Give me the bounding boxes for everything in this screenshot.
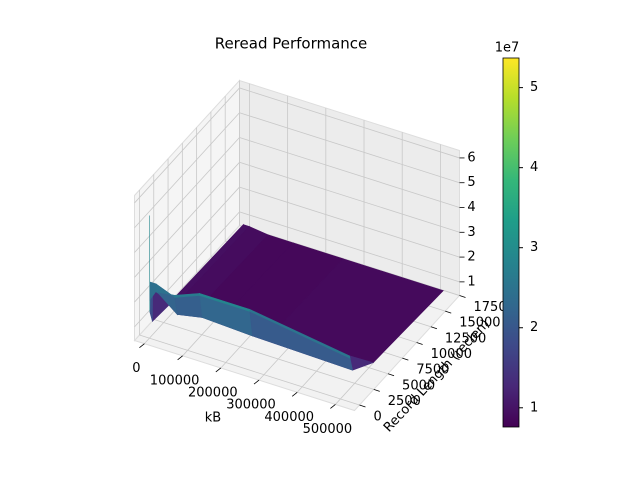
x-tick-label: 500000 <box>303 422 353 437</box>
tick-mark <box>445 310 452 314</box>
colorbar-tick-label: 4 <box>530 160 538 175</box>
tick-mark <box>402 357 409 361</box>
chart-title: Reread Performance <box>215 35 368 53</box>
colorbar-tick-label: 3 <box>530 240 538 255</box>
colorbar-tick-label: 1 <box>530 400 538 415</box>
grid-line <box>153 319 374 390</box>
colorbar-tick-label: 2 <box>530 320 538 335</box>
grid-line <box>239 87 460 159</box>
grid-line <box>134 162 240 278</box>
tick-mark <box>215 367 222 373</box>
y-tick-label: 10000 <box>431 347 472 362</box>
tick-mark <box>430 326 438 330</box>
tick-mark <box>416 342 423 345</box>
x-tick-label: 200000 <box>188 385 238 400</box>
tick-mark <box>330 404 336 409</box>
y-tick-label: 15000 <box>459 316 500 331</box>
grid-line <box>139 334 360 406</box>
tick-mark <box>253 379 260 385</box>
y-tick-label: 0 <box>373 410 381 425</box>
z-tick-label: 2 <box>467 250 475 265</box>
grid-line <box>239 211 460 283</box>
tick-mark <box>387 373 395 377</box>
grid-line <box>239 161 460 233</box>
z-tick-label: 4 <box>467 200 475 215</box>
y-tick-label: 12500 <box>445 331 486 346</box>
y-tick-label: 2500 <box>388 394 421 409</box>
grid-line <box>134 112 240 228</box>
grid-line <box>239 112 460 184</box>
x-tick-label: 300000 <box>226 398 276 413</box>
z-tick-label: 6 <box>467 150 475 165</box>
surface-patch <box>249 308 351 359</box>
tick-mark <box>373 389 380 392</box>
tick-mark <box>291 391 298 397</box>
colorbar-tick-label: 5 <box>530 80 538 95</box>
colorbar <box>502 57 520 428</box>
z-tick-label: 5 <box>467 175 475 190</box>
x-axis-label: kB <box>205 411 221 426</box>
tick-mark <box>459 295 466 298</box>
grid-line <box>134 137 240 253</box>
y-tick-label: 5000 <box>402 378 435 393</box>
tick-mark <box>359 404 366 408</box>
grid-line <box>239 137 460 208</box>
y-tick-label: 7500 <box>416 363 449 378</box>
tick-mark <box>177 355 183 361</box>
z-tick-label: 1 <box>467 274 475 289</box>
x-tick-label: 100000 <box>150 373 200 388</box>
colorbar-offset: 1e7 <box>495 41 520 56</box>
tick-mark <box>139 343 145 348</box>
x-tick-label: 400000 <box>264 410 314 425</box>
surface-patch <box>174 295 203 318</box>
grid-line <box>239 186 460 258</box>
surface <box>149 215 444 371</box>
grid-line <box>134 87 240 204</box>
x-tick-label: 0 <box>132 361 140 376</box>
z-tick-label: 3 <box>467 225 475 240</box>
